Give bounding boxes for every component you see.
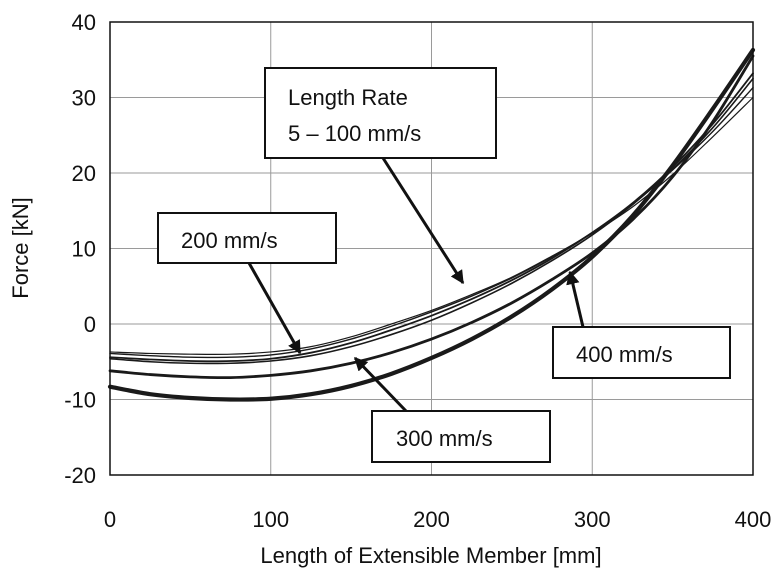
annotation-box	[371, 410, 551, 463]
annotation-label: 5 – 100 mm/s	[288, 121, 421, 146]
x-tick-label: 0	[104, 507, 116, 532]
length-rate-annotation: Length Rate 5 – 100 mm/s	[264, 67, 497, 285]
y-tick-label: -20	[64, 463, 96, 488]
annotations: Length Rate 5 – 100 mm/s 200 mm/s 300 mm/s 4…	[157, 67, 731, 463]
annotation-200: 200 mm/s	[157, 212, 337, 355]
annotation-400: 400 mm/s	[552, 270, 731, 379]
annotation-300: 300 mm/s	[353, 356, 551, 463]
series-line-5	[108, 54, 755, 380]
series-line-6	[107, 47, 756, 402]
x-tick-label: 300	[574, 507, 611, 532]
annotation-label: Length Rate	[288, 85, 408, 110]
y-tick-label: -10	[64, 388, 96, 413]
annotation-arrow	[566, 270, 585, 328]
annotation-box	[552, 326, 731, 379]
x-tick-label: 400	[735, 507, 772, 532]
tick-labels: 0 100 200 300 400 -20 -10 0 10 20 30 40	[64, 10, 771, 532]
y-tick-label: 30	[72, 86, 96, 111]
annotation-arrow	[381, 157, 465, 285]
series-layer	[107, 47, 756, 402]
annotation-arrow	[247, 262, 302, 355]
annotation-label: 200 mm/s	[181, 228, 278, 253]
annotation-label: 400 mm/s	[576, 342, 673, 367]
x-tick-label: 200	[413, 507, 450, 532]
y-tick-label: 20	[72, 161, 96, 186]
y-axis-title: Force [kN]	[8, 197, 33, 298]
annotation-label: 300 mm/s	[396, 426, 493, 451]
x-tick-label: 100	[252, 507, 289, 532]
series-line-1	[109, 96, 754, 356]
annotation-box	[157, 212, 337, 264]
y-tick-label: 0	[84, 312, 96, 337]
plot-frame	[109, 21, 754, 476]
x-axis-title: Length of Extensible Member [mm]	[260, 543, 601, 568]
annotation-arrow	[353, 356, 408, 413]
y-tick-label: 40	[72, 10, 96, 35]
series-line-4	[109, 72, 754, 363]
y-tick-label: 10	[72, 237, 96, 262]
series-line-3	[109, 77, 754, 365]
annotation-box	[264, 67, 497, 159]
